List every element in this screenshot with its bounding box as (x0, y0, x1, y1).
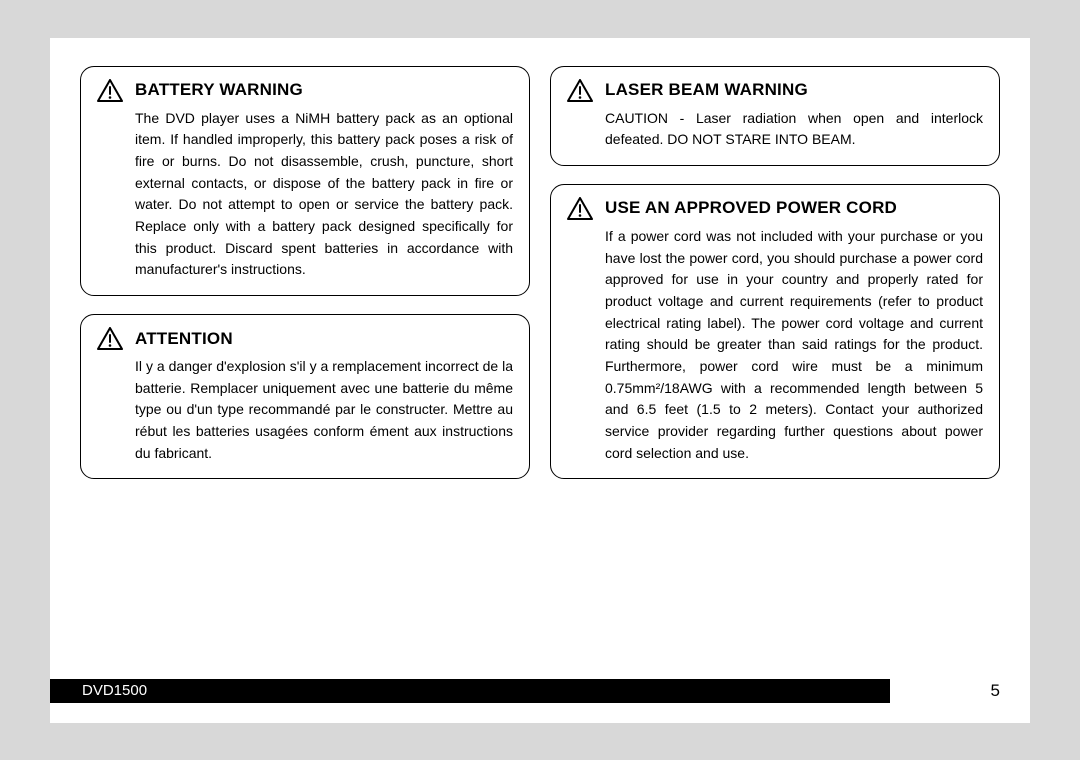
heading-row: BATTERY WARNING (97, 79, 513, 102)
warning-triangle-icon (97, 79, 123, 102)
warning-triangle-icon (567, 197, 593, 220)
heading-row: ATTENTION (97, 327, 513, 350)
power-cord-body: If a power cord was not included with yo… (605, 226, 983, 465)
page-number: 5 (991, 681, 1000, 701)
two-column-layout: BATTERY WARNING The DVD player uses a Ni… (80, 66, 1000, 656)
heading-row: LASER BEAM WARNING (567, 79, 983, 102)
battery-warning-body: The DVD player uses a NiMH battery pack … (135, 108, 513, 282)
left-column: BATTERY WARNING The DVD player uses a Ni… (80, 66, 530, 656)
heading-row: USE AN APPROVED POWER CORD (567, 197, 983, 220)
warning-triangle-icon (97, 327, 123, 350)
attention-heading: ATTENTION (135, 329, 233, 349)
warning-triangle-icon (567, 79, 593, 102)
battery-warning-heading: BATTERY WARNING (135, 80, 303, 100)
manual-page: BATTERY WARNING The DVD player uses a Ni… (50, 38, 1030, 723)
laser-warning-body: CAUTION - Laser radiation when open and … (605, 108, 983, 151)
attention-box: ATTENTION Il y a danger d'explosion s'il… (80, 314, 530, 479)
battery-warning-box: BATTERY WARNING The DVD player uses a Ni… (80, 66, 530, 297)
power-cord-heading: USE AN APPROVED POWER CORD (605, 198, 897, 218)
page-footer: DVD1500 5 (50, 679, 1030, 703)
attention-body: Il y a danger d'explosion s'il y a rempl… (135, 356, 513, 464)
footer-bar: DVD1500 (50, 679, 890, 703)
power-cord-box: USE AN APPROVED POWER CORD If a power co… (550, 184, 1000, 480)
footer-right: 5 (890, 679, 1030, 703)
right-column: LASER BEAM WARNING CAUTION - Laser radia… (550, 66, 1000, 656)
laser-warning-box: LASER BEAM WARNING CAUTION - Laser radia… (550, 66, 1000, 166)
footer-model-label: DVD1500 (82, 682, 147, 699)
laser-warning-heading: LASER BEAM WARNING (605, 80, 808, 100)
